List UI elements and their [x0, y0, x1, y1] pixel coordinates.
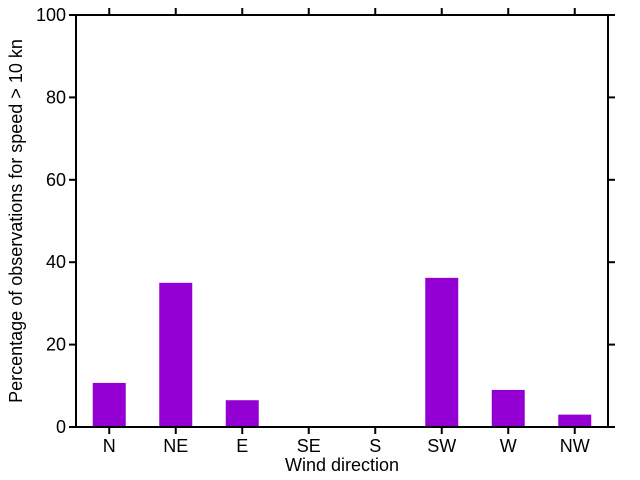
y-tick-label: 80: [46, 87, 66, 107]
bar-w: [491, 389, 525, 427]
y-tick-label: 0: [56, 417, 66, 437]
bar-ne: [159, 282, 193, 427]
bar-sw: [425, 277, 459, 427]
y-tick-label: 20: [46, 335, 66, 355]
y-tick-label: 40: [46, 252, 66, 272]
y-tick-label: 60: [46, 170, 66, 190]
x-tick-label: NW: [560, 436, 590, 456]
x-tick-label: SW: [427, 436, 456, 456]
x-axis-label: Wind direction: [285, 455, 399, 475]
x-tick-label: NE: [163, 436, 188, 456]
y-axis-label: Percentage of observations for speed > 1…: [6, 39, 26, 403]
y-tick-label: 100: [36, 5, 66, 25]
bar-n: [92, 382, 126, 427]
bar-e: [225, 400, 259, 427]
x-tick-label: W: [500, 436, 517, 456]
plot-frame: [75, 14, 609, 428]
x-tick-label: SE: [297, 436, 321, 456]
x-tick-label: E: [236, 436, 248, 456]
x-tick-label: S: [369, 436, 381, 456]
bar-nw: [558, 414, 592, 427]
x-tick-label: N: [103, 436, 116, 456]
